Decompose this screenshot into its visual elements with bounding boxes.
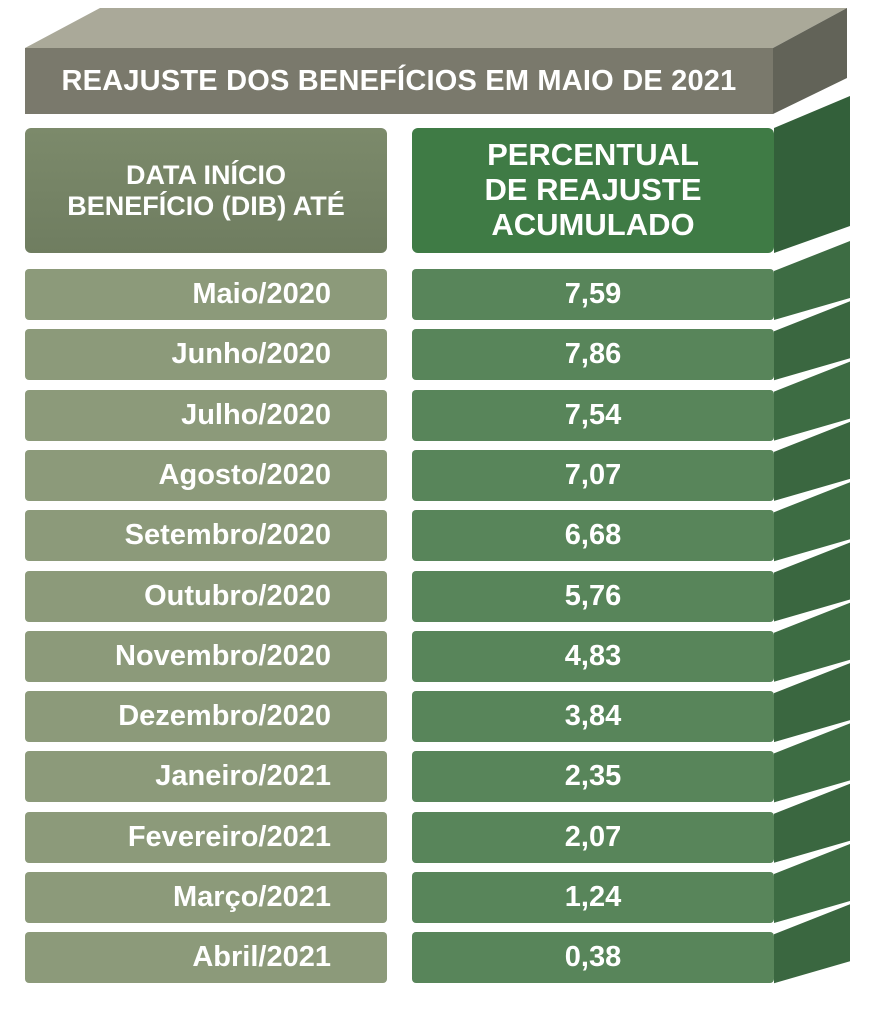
row-percentual: 0,38 (412, 932, 774, 984)
table-row: Agosto/2020 7,07 (0, 449, 892, 501)
column-header-percentual: PERCENTUAL DE REAJUSTE ACUMULADO (412, 128, 774, 253)
table-row: Janeiro/2021 2,35 (0, 751, 892, 803)
column-header-dib: DATA INÍCIO BENEFÍCIO (DIB) ATÉ (25, 128, 387, 253)
row-month: Dezembro/2020 (25, 691, 387, 743)
column-header-percentual-line-3: ACUMULADO (491, 206, 695, 242)
row-month: Setembro/2020 (25, 510, 387, 562)
title-side-face (773, 8, 847, 114)
row-percentual: 7,07 (412, 449, 774, 501)
row-percentual: 2,07 (412, 811, 774, 863)
table-row: Outubro/2020 5,76 (0, 570, 892, 622)
row-month: Novembro/2020 (25, 630, 387, 682)
table-row: Setembro/2020 6,68 (0, 510, 892, 562)
row-side-face (774, 844, 850, 923)
row-percentual: 5,76 (412, 570, 774, 622)
row-side-face (774, 783, 850, 863)
table-row: Fevereiro/2021 2,07 (0, 811, 892, 863)
table-row: Junho/2020 7,86 (0, 329, 892, 381)
row-month: Fevereiro/2021 (25, 811, 387, 863)
title-top-face (25, 8, 847, 48)
row-month: Agosto/2020 (25, 449, 387, 501)
table-row: Março/2021 1,24 (0, 872, 892, 923)
row-side-face (774, 663, 850, 743)
row-percentual: 3,84 (412, 691, 774, 743)
row-month: Junho/2020 (25, 329, 387, 381)
table-row: Novembro/2020 4,83 (0, 630, 892, 682)
column-header-percentual-line-2: DE REAJUSTE (484, 172, 702, 208)
row-percentual: 4,83 (412, 630, 774, 682)
row-side-face (774, 301, 850, 381)
column-header-dib-line-2: BENEFÍCIO (DIB) ATÉ (67, 190, 345, 221)
row-month: Julho/2020 (25, 389, 387, 441)
row-side-faces (774, 241, 850, 984)
row-percentual: 7,54 (412, 389, 774, 441)
row-percentual: 6,68 (412, 510, 774, 562)
row-month: Abril/2021 (25, 932, 387, 984)
row-percentual: 2,35 (412, 751, 774, 803)
row-side-face (774, 904, 850, 984)
row-side-face (774, 482, 850, 562)
row-month: Março/2021 (25, 872, 387, 923)
table-row: Dezembro/2020 3,84 (0, 691, 892, 743)
table-row: Maio/2020 7,59 (0, 269, 892, 320)
row-percentual: 7,86 (412, 329, 774, 381)
table-title: REAJUSTE DOS BENEFÍCIOS EM MAIO DE 2021 (61, 64, 737, 97)
title-front-face (25, 48, 773, 114)
row-side-face (774, 602, 850, 682)
table-row: Julho/2020 7,54 (0, 389, 892, 441)
table-row: Abril/2021 0,38 (0, 932, 892, 984)
row-side-face (774, 542, 850, 622)
row-side-face (774, 421, 850, 501)
header-side-face (774, 96, 850, 253)
row-side-face (774, 723, 850, 803)
row-month: Janeiro/2021 (25, 751, 387, 803)
row-percentual: 1,24 (412, 872, 774, 923)
row-side-face (774, 241, 850, 320)
row-side-face (774, 361, 850, 441)
row-month: Outubro/2020 (25, 570, 387, 622)
row-month: Maio/2020 (25, 269, 387, 320)
column-header-percentual-line-1: PERCENTUAL (487, 137, 699, 173)
row-percentual: 7,59 (412, 269, 774, 320)
column-header-dib-line-1: DATA INÍCIO (126, 160, 286, 191)
